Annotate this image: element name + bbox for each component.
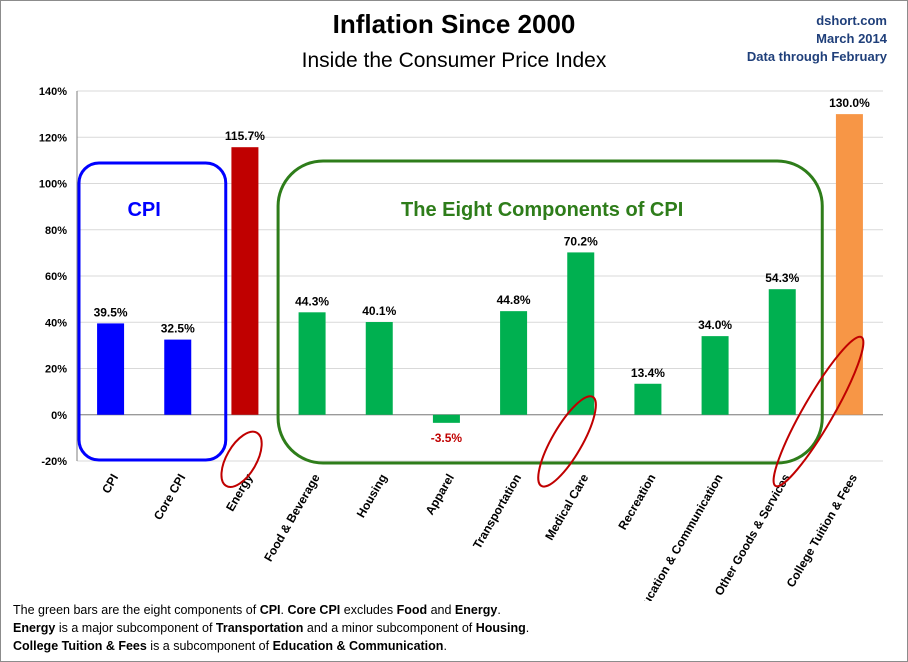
data-label: 54.3%	[765, 271, 799, 285]
footnote-text: Energy	[13, 621, 56, 635]
footnote-text: .	[280, 603, 288, 617]
footnote-line-1: The green bars are the eight components …	[13, 601, 573, 619]
bar-transportation	[500, 311, 528, 415]
footnote-text: .	[497, 603, 501, 617]
footnote-text: College Tuition & Fees	[13, 639, 147, 653]
footnote-line-3: College Tuition & Fees is a subcomponent…	[13, 637, 573, 655]
gridlines	[77, 90, 883, 462]
x-tick-label: CPI	[99, 472, 121, 496]
source-site: dshort.com	[816, 13, 887, 28]
footnote-text: Housing	[475, 621, 526, 635]
y-tick-label: 40%	[45, 317, 67, 329]
y-tick-label: 0%	[51, 410, 67, 422]
chart-subtitle: Inside the Consumer Price Index	[301, 49, 607, 72]
footnote-text: is a subcomponent of	[146, 639, 273, 653]
data-label: 115.7%	[225, 129, 265, 143]
footnote-line-2: Energy is a major subcomponent of Transp…	[13, 619, 573, 637]
footnote-text: and a minor subcomponent of	[303, 621, 476, 635]
labels: 39.5% CPI 32.5% Core CPI 115.7% Energy 44.3% Fo…	[94, 96, 871, 601]
y-tick-label: 100%	[39, 179, 67, 191]
highlight-ellipse	[220, 430, 263, 488]
axes: -20% 0% 20% 40% 60% 80% 100% 120% 140%	[39, 86, 883, 468]
bar-apparel	[432, 414, 460, 423]
bars	[97, 114, 863, 423]
components-group-label: The Eight Components of CPI	[401, 199, 683, 221]
y-tick-label: 20%	[45, 364, 67, 376]
x-tick-label: Medical Care	[542, 471, 591, 542]
x-tick-label: Core CPI	[151, 472, 188, 523]
data-label: 39.5%	[94, 305, 128, 319]
data-label: 13.4%	[631, 366, 665, 380]
bar-cpi	[97, 323, 125, 415]
bar-core-cpi	[164, 339, 192, 415]
x-tick-label: Food & Beverage	[261, 471, 323, 564]
bar-other-goods-services	[768, 289, 796, 415]
data-label: 44.3%	[295, 294, 329, 308]
footnote-text: .	[525, 621, 530, 635]
x-tick-label: Recreation	[615, 472, 658, 533]
source-date: March 2014	[816, 31, 887, 46]
footnote: The green bars are the eight components …	[13, 601, 573, 655]
x-tick-label: Housing	[354, 472, 390, 521]
y-tick-label: 120%	[39, 132, 67, 144]
cpi-group-label: CPI	[127, 199, 160, 221]
footnote-text: Core CPI	[287, 603, 341, 617]
x-tick-label: Other Goods & Services	[712, 471, 793, 598]
y-tick-label: 80%	[45, 225, 67, 237]
x-tick-label: Energy	[223, 471, 256, 514]
bar-chart: -20% 0% 20% 40% 60% 80% 100% 120% 140% CPI The E…	[39, 86, 883, 601]
bar-housing	[365, 322, 393, 415]
y-tick-label: 140%	[39, 86, 67, 98]
bar-college-tuition-fees	[835, 114, 863, 415]
footnote-text: Education & Communication	[272, 639, 444, 653]
data-label: -3.5%	[431, 431, 463, 445]
bar-recreation	[634, 383, 662, 415]
footnote-text: .	[443, 639, 447, 653]
data-label: 44.8%	[497, 293, 531, 307]
data-label: 34.0%	[698, 318, 732, 332]
bar-education-communication	[701, 336, 729, 415]
footnote-text: The green bars are the eight components …	[13, 603, 260, 617]
footnote-text: is a major subcomponent of	[55, 621, 216, 635]
group-boxes: CPI The Eight Components of CPI	[77, 159, 824, 465]
footnote-text: Transportation	[215, 621, 304, 635]
data-label: 40.1%	[362, 304, 396, 318]
data-label: 130.0%	[829, 96, 870, 110]
chart-title: Inflation Since 2000	[332, 9, 576, 39]
bar-food-beverage	[298, 312, 326, 415]
y-tick-label: 60%	[45, 271, 67, 283]
footnote-text: CPI	[259, 603, 281, 617]
highlight-ellipse	[772, 335, 865, 488]
data-label: 70.2%	[564, 234, 598, 248]
components-group-box	[276, 159, 824, 465]
y-tick-label: -20%	[41, 456, 67, 468]
footnote-text: Food	[396, 603, 428, 617]
bar-medical-care	[567, 252, 595, 415]
x-tick-label: Apparel	[423, 472, 457, 518]
source-through: Data through February	[746, 49, 887, 64]
footnote-text: and	[427, 603, 455, 617]
cpi-group-box	[77, 161, 228, 462]
bar-energy	[231, 147, 259, 415]
footnote-text: excludes	[340, 603, 397, 617]
x-tick-label: Transportation	[470, 472, 524, 552]
data-label: 32.5%	[161, 322, 195, 336]
x-tick-label: College Tuition & Fees	[784, 471, 861, 590]
footnote-text: Energy	[454, 603, 498, 617]
highlight-ellipse	[537, 395, 597, 488]
